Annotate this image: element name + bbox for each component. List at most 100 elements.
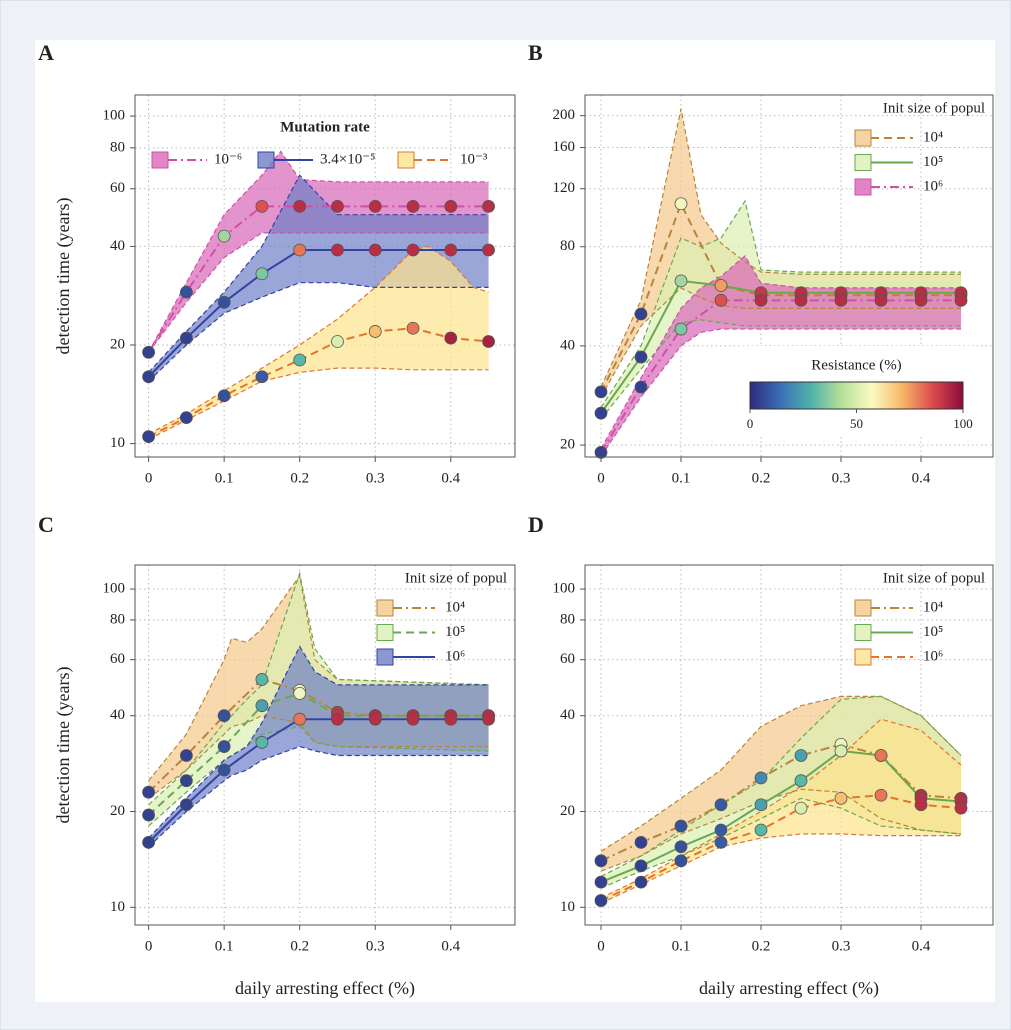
data-point (634, 380, 648, 394)
data-point (594, 854, 608, 868)
y-tick-label: 10 (110, 899, 125, 915)
legend-label: 10⁶ (923, 178, 943, 194)
data-point (954, 293, 968, 307)
x-tick-label: 0.3 (832, 470, 851, 486)
y-tick-label: 20 (110, 336, 125, 352)
legend-swatch (854, 178, 872, 196)
x-tick-label: 0.4 (912, 470, 931, 486)
data-point (594, 446, 608, 459)
data-point (794, 293, 808, 307)
data-point (293, 712, 307, 726)
data-point (444, 331, 458, 345)
data-point (142, 430, 155, 444)
series-line (600, 743, 962, 862)
data-point (714, 293, 728, 307)
legend-swatch (151, 151, 169, 169)
band-fill (148, 175, 489, 382)
data-point (255, 673, 269, 686)
y-tick-label: 40 (560, 337, 575, 353)
plot-frame (134, 564, 516, 926)
band-fill (601, 255, 961, 457)
band-fill (148, 151, 489, 353)
legend-swatch (854, 599, 872, 617)
data-point (331, 712, 344, 726)
data-point (179, 285, 193, 299)
data-point (674, 840, 688, 854)
legend-title: Init size of popul (405, 570, 507, 586)
x-axis-label: daily arresting effect (%) (699, 978, 879, 999)
data-point (293, 353, 307, 367)
legend-label: 10⁻³ (460, 151, 488, 167)
data-point (217, 295, 231, 309)
data-point (142, 370, 155, 384)
band-edge (600, 797, 962, 889)
data-point (714, 835, 728, 849)
band-edge (600, 833, 961, 904)
data-point (794, 801, 808, 815)
y-tick-label: 40 (560, 707, 575, 723)
panel-label: B (528, 40, 543, 65)
band-fill (148, 646, 489, 847)
data-point (594, 894, 608, 907)
series-line (147, 249, 489, 378)
data-point (368, 200, 382, 213)
band-edge (600, 788, 962, 872)
data-point (331, 243, 344, 257)
colorbar-tick-label: 0 (747, 416, 754, 431)
y-tick-label: 20 (110, 803, 125, 819)
x-tick-label: 0.1 (215, 938, 234, 954)
data-point (754, 823, 768, 837)
data-point (444, 243, 458, 257)
panel-label: C (38, 512, 54, 537)
data-point (714, 279, 728, 292)
data-point (634, 859, 648, 873)
legend-label: 10⁵ (445, 624, 465, 640)
band-edge (148, 174, 489, 373)
y-tick-label: 20 (560, 803, 575, 819)
legend-swatch (854, 648, 872, 666)
series-line (147, 205, 489, 353)
legend-swatch (854, 624, 872, 641)
data-point (444, 712, 458, 726)
data-point (217, 709, 231, 723)
legend-swatch (376, 648, 394, 666)
data-point (406, 243, 420, 257)
series-line (147, 718, 489, 844)
data-point (482, 712, 495, 726)
x-tick-label: 0.3 (832, 938, 851, 954)
x-tick-label: 0.2 (290, 470, 309, 486)
data-point (594, 406, 608, 420)
data-point (714, 798, 728, 812)
data-point (368, 243, 382, 257)
legend-label: 10⁴ (923, 129, 943, 145)
data-point (754, 798, 768, 812)
data-point (634, 875, 648, 889)
x-tick-label: 0.4 (441, 938, 460, 954)
x-tick-label: 0 (145, 938, 153, 954)
data-point (179, 798, 193, 812)
data-point (255, 699, 269, 713)
y-tick-label: 60 (110, 180, 125, 196)
x-tick-label: 0.4 (441, 470, 460, 486)
x-tick-label: 0.3 (366, 938, 385, 954)
x-tick-label: 0.1 (215, 470, 234, 486)
legend-swatch (397, 151, 415, 169)
band-edge (148, 232, 489, 353)
data-point (914, 293, 928, 307)
y-tick-label: 100 (103, 108, 126, 124)
series-line (600, 749, 962, 884)
data-point (217, 229, 231, 243)
y-tick-label: 120 (553, 180, 576, 196)
data-point (482, 335, 495, 348)
band-edge (148, 245, 489, 435)
data-point (179, 749, 193, 762)
data-point (674, 819, 688, 833)
band-edge (600, 108, 961, 388)
plot-area (147, 571, 489, 848)
data-point (331, 200, 344, 213)
data-point (179, 411, 193, 425)
data-point (255, 735, 269, 749)
band-edge (600, 695, 962, 878)
data-point (874, 788, 888, 802)
